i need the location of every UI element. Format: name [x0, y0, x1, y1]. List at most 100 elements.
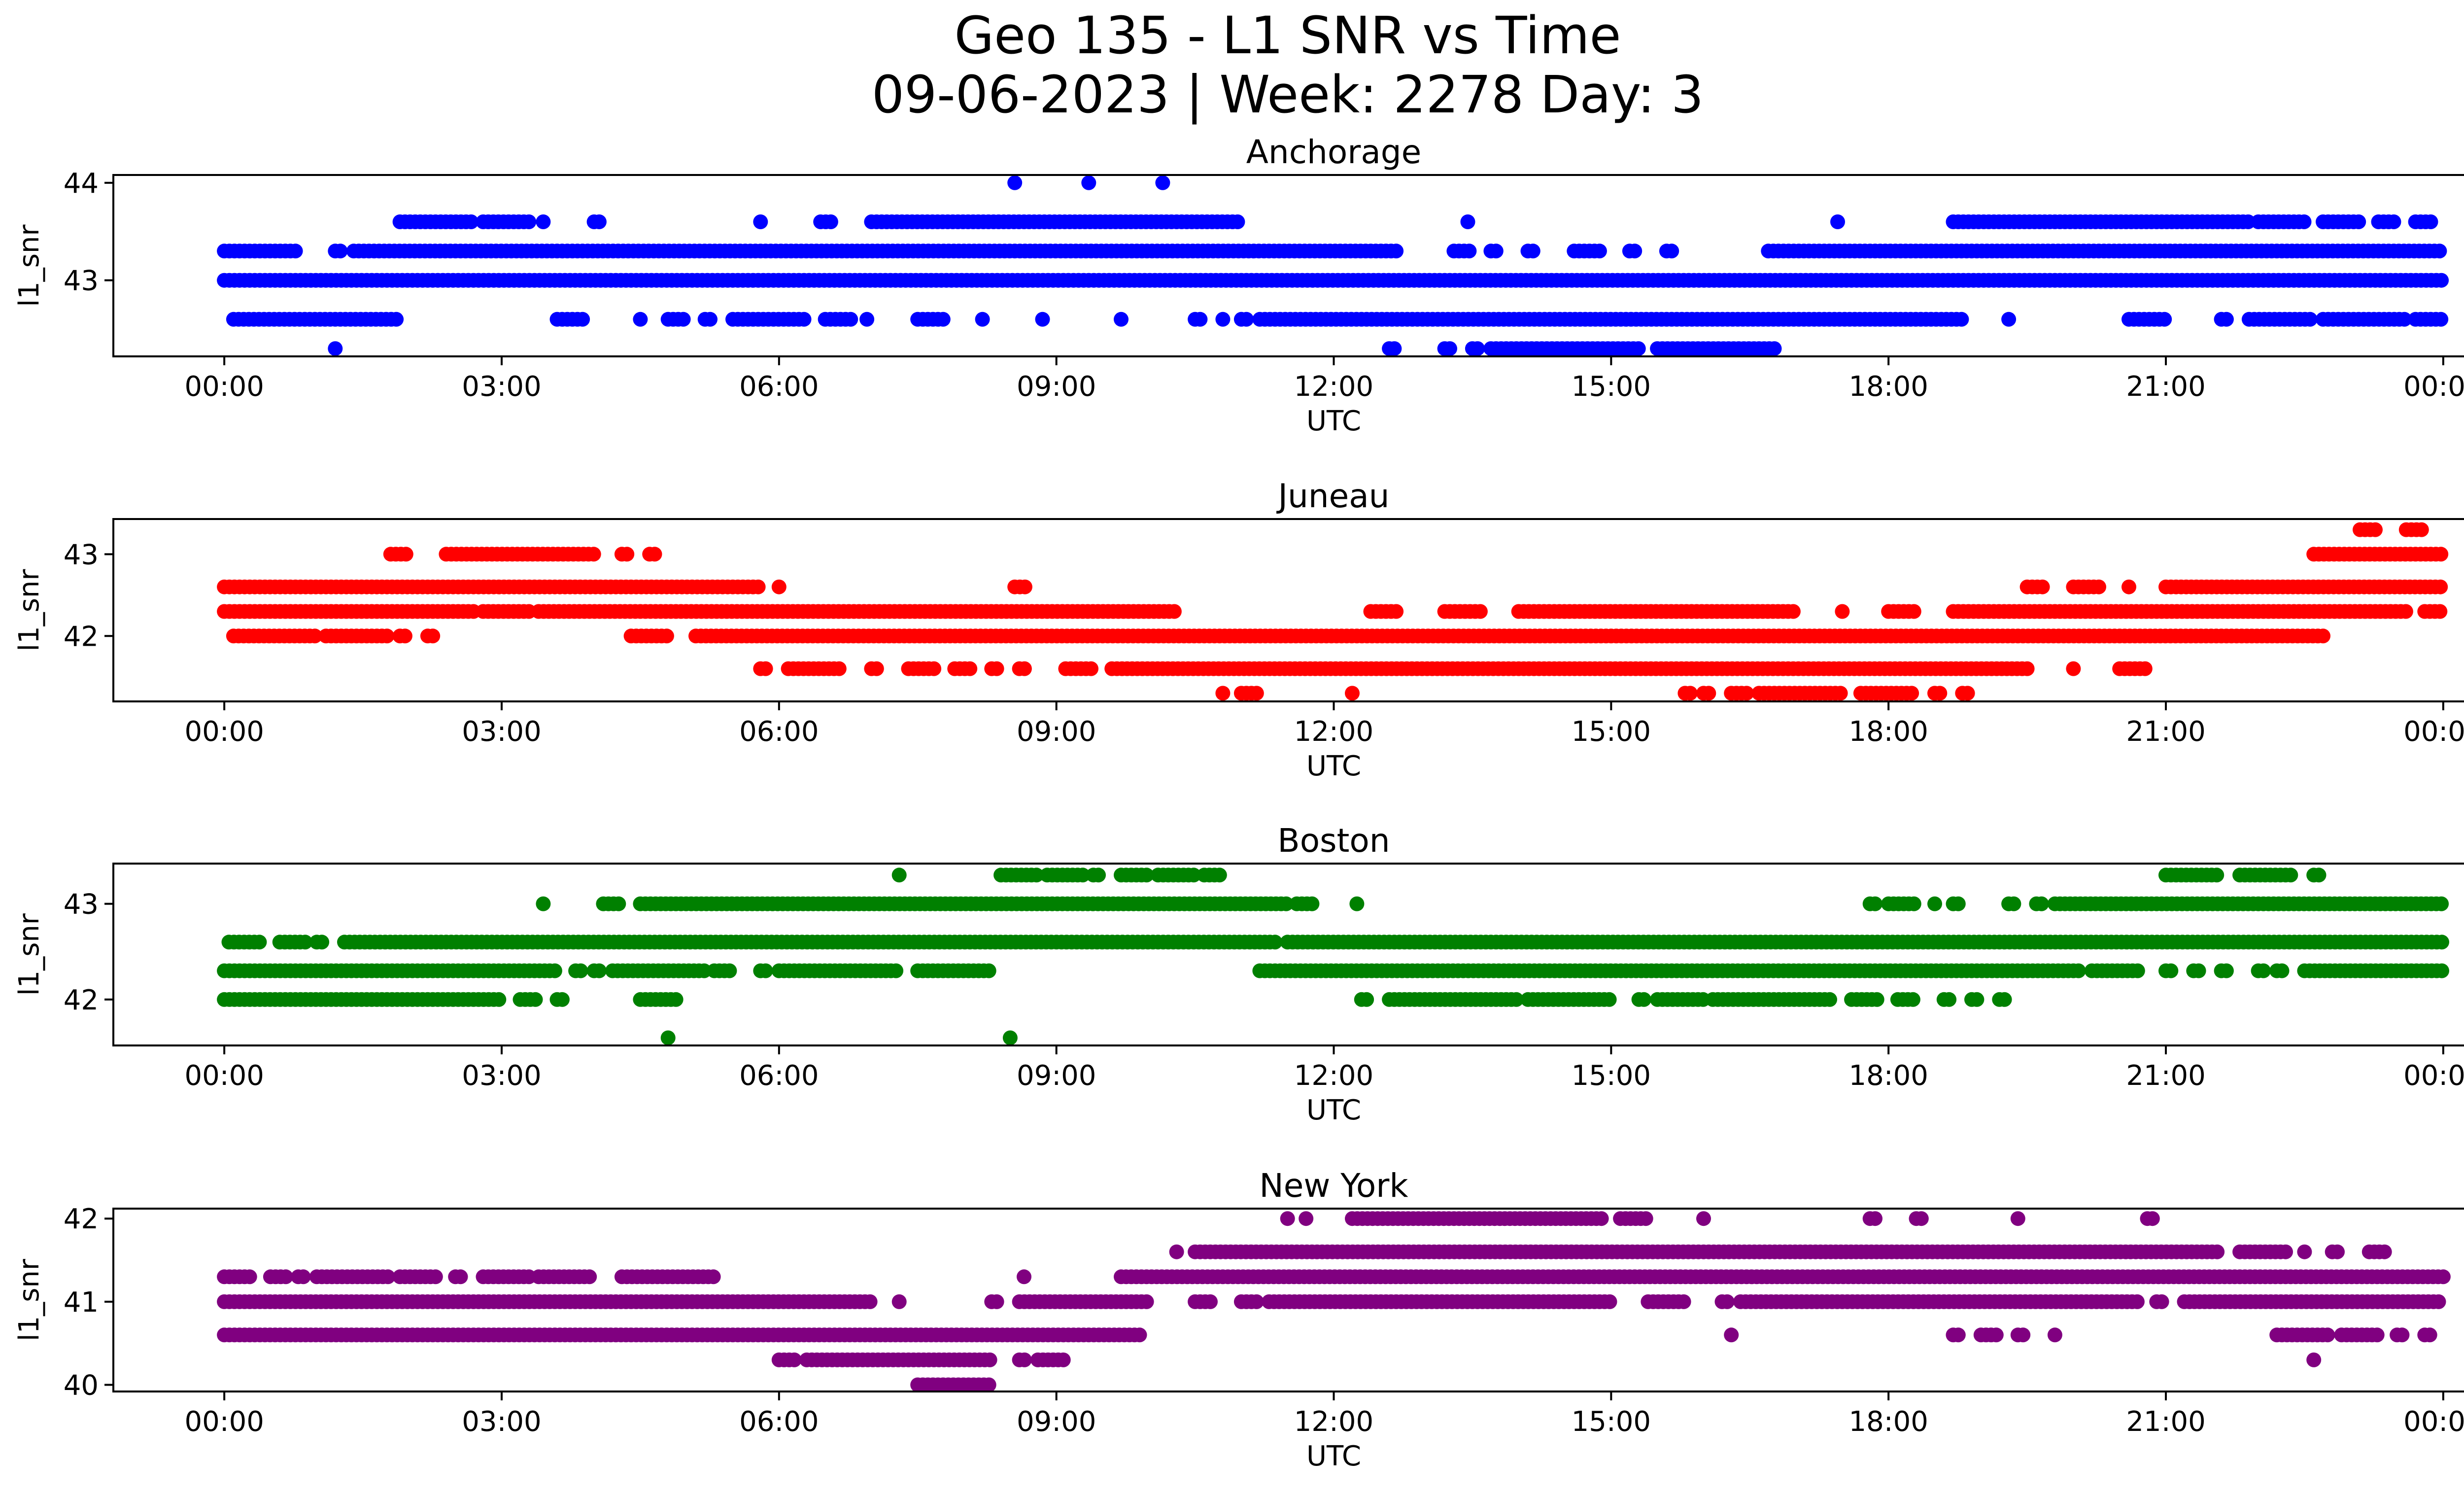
data-point [859, 312, 875, 327]
data-point [1954, 312, 1969, 327]
data-point [1017, 579, 1032, 594]
data-point [962, 661, 978, 676]
data-point [1017, 661, 1032, 676]
data-point [1830, 214, 1845, 229]
data-point [2377, 1244, 2392, 1259]
data-point [2071, 963, 2086, 978]
data-point [2434, 935, 2449, 950]
x-tick-label: 15:00 [1572, 1060, 1651, 1092]
data-point [1091, 868, 1106, 883]
data-point [2432, 604, 2448, 619]
data-point [1084, 661, 1098, 676]
data-point [668, 992, 684, 1007]
data-point [2397, 312, 2412, 327]
data-point [464, 214, 479, 229]
data-point [1349, 896, 1365, 911]
data-point [722, 963, 737, 978]
data-point [891, 1294, 907, 1309]
data-point [1215, 312, 1231, 327]
data-point [328, 341, 343, 356]
data-point [660, 1030, 676, 1045]
data-point [2154, 1294, 2169, 1309]
data-point [2386, 214, 2401, 229]
data-point [1002, 1030, 1018, 1045]
data-point [333, 243, 348, 259]
data-point [296, 1269, 311, 1285]
data-point [1638, 1211, 1653, 1226]
data-point [1239, 312, 1254, 327]
data-point [1906, 604, 1921, 619]
data-point [1682, 686, 1698, 701]
y-tick-label: 43 [64, 889, 99, 921]
series-points [217, 522, 2449, 701]
data-point [1389, 243, 1404, 259]
x-tick-label: 03:00 [462, 371, 541, 403]
data-point [2278, 1244, 2293, 1259]
data-point [389, 312, 404, 327]
data-point [2414, 522, 2429, 537]
data-point [2433, 312, 2449, 327]
data-point [1230, 214, 1245, 229]
data-point [1602, 1294, 1617, 1309]
data-point [2398, 604, 2413, 619]
data-point [2302, 312, 2318, 327]
data-point [1960, 686, 1975, 701]
data-point [1592, 243, 1607, 259]
data-point [1785, 604, 1801, 619]
y-tick-label: 43 [64, 265, 99, 297]
figure-title-line-1: Geo 135 - L1 SNR vs Time [954, 5, 1621, 66]
data-point [1212, 868, 1227, 883]
data-point [1081, 175, 1096, 190]
data-point [1997, 992, 2012, 1007]
x-tick-label: 21:00 [2126, 716, 2205, 748]
data-point [1139, 1294, 1154, 1309]
data-point [1166, 604, 1182, 619]
data-point [1822, 992, 1837, 1007]
x-tick-label: 00:00 [2403, 1060, 2464, 1092]
data-point [1280, 1211, 1295, 1226]
data-point [2210, 1244, 2225, 1259]
data-point [2433, 547, 2449, 562]
data-point [2145, 1211, 2160, 1226]
data-point [1904, 686, 1919, 701]
data-point [1017, 1269, 1031, 1285]
data-point [591, 214, 607, 229]
data-point [1942, 992, 1957, 1007]
data-point [1833, 686, 1848, 701]
data-point [1664, 243, 1679, 259]
data-point [981, 963, 996, 978]
subplot-title: Boston [1277, 822, 1390, 860]
data-point [397, 628, 412, 644]
data-point [751, 579, 766, 594]
x-axis-label: UTC [1306, 405, 1361, 437]
data-point [547, 963, 562, 978]
data-point [1905, 992, 1920, 1007]
data-point [1951, 896, 1966, 911]
x-tick-label: 12:00 [1294, 716, 1373, 748]
data-point [2122, 579, 2136, 594]
data-point [2129, 1294, 2145, 1309]
data-point [2316, 628, 2330, 644]
subplot-title: Anchorage [1246, 133, 1422, 171]
subplot-title: New York [1259, 1167, 1408, 1205]
data-point [2432, 243, 2447, 259]
data-point [2283, 868, 2298, 883]
data-point [582, 1269, 597, 1285]
data-point [1488, 243, 1504, 259]
x-tick-label: 18:00 [1848, 371, 1928, 403]
data-point [2434, 896, 2449, 911]
data-point [573, 963, 588, 978]
x-tick-label: 18:00 [1848, 1060, 1928, 1092]
x-tick-label: 00:00 [184, 1060, 264, 1092]
data-point [1114, 312, 1129, 327]
x-tick-label: 06:00 [739, 1060, 819, 1092]
data-point [1627, 243, 1643, 259]
data-point [242, 1269, 257, 1285]
figure-title-line-2: 09-06-2023 | Week: 2278 Day: 3 [872, 65, 1704, 125]
data-point [1169, 1244, 1184, 1259]
data-point [1203, 1294, 1218, 1309]
data-point [1193, 312, 1208, 327]
